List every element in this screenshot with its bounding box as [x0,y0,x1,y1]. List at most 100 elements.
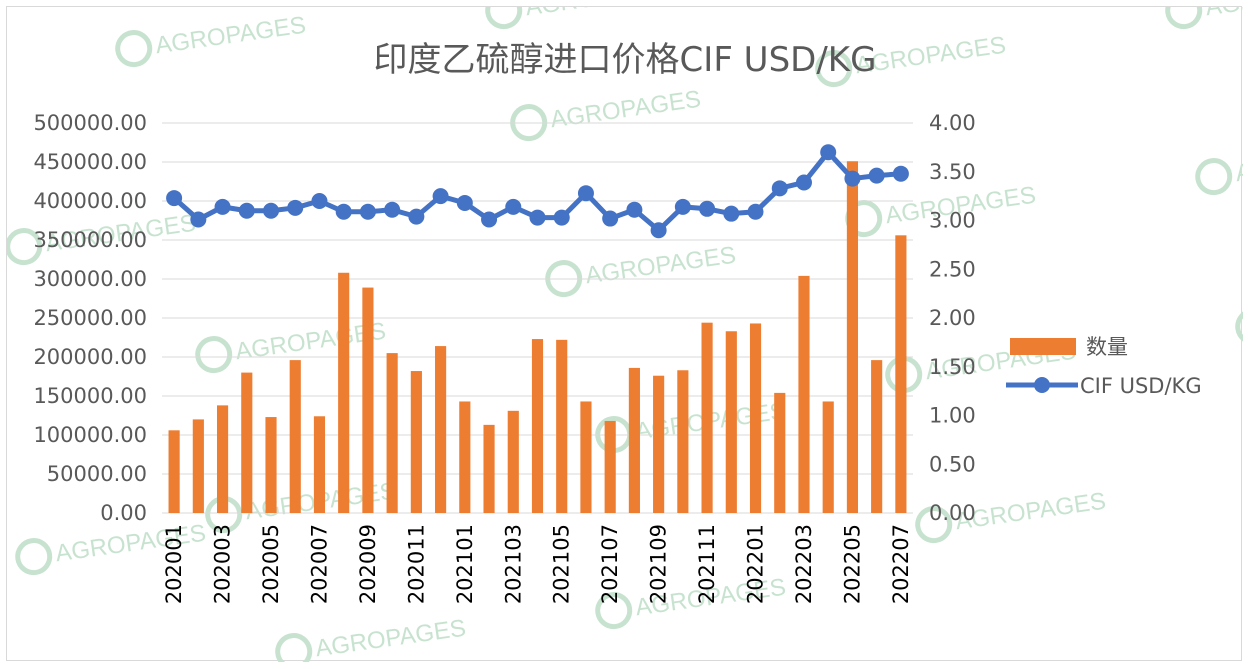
bar [725,331,737,513]
line-point [408,208,425,225]
bar-series [168,161,907,513]
line-point [892,165,909,182]
y-left-tick-label: 100000.00 [33,423,147,447]
bar [822,401,834,513]
watermark-logo [915,506,953,544]
line-point [577,185,594,202]
watermark: AGROPAGES [1195,140,1243,196]
y-right-tick-label: 1.50 [929,355,976,379]
bar [701,322,713,513]
line-point [384,201,401,218]
line-point [456,194,473,211]
watermark: AGROPAGES [545,242,738,298]
legend-label-bar: 数量 [1086,335,1128,359]
watermark-logo [195,336,233,374]
x-tick-label: 202203 [792,524,816,604]
bar [435,346,447,513]
watermark: AGROPAGES [485,7,678,30]
watermark-text: AGROPAGES [524,7,678,21]
y-right-tick-label: 0.00 [929,501,976,525]
watermark-text: AGROPAGES [154,12,308,60]
x-tick-label: 202009 [356,524,380,604]
bar [895,235,907,513]
bar [604,420,616,513]
watermark-logo [1235,308,1243,346]
x-tick-label: 202007 [307,524,331,604]
right-axis-ticks: 0.00 0.50 1.00 1.50 2.00 2.50 3.00 3.50 4.00 [929,111,976,525]
line-point [287,199,304,216]
y-left-tick-label: 0.00 [100,501,147,525]
bar [313,416,326,513]
bar [289,360,301,513]
line-point [674,198,691,215]
line-point [263,202,280,219]
watermark-text: AGROPAGES [549,86,703,134]
line-point [820,144,837,161]
x-tick-label: 202207 [889,524,913,604]
bar [362,287,374,513]
x-tick-label: 202111 [695,524,719,604]
legend-swatch-marker [1034,377,1050,393]
x-tick-label: 202005 [259,524,283,604]
bar [338,272,350,513]
x-tick-label: 202105 [550,524,574,604]
watermark: AGROPAGES [1235,308,1243,346]
x-axis-ticks: 202001 202003 202005 202007 202009 202011 2021… [162,524,913,604]
watermark-text: AGROPAGES [314,615,468,662]
watermark-logo [815,50,853,88]
bar [241,372,253,513]
line-point [505,198,522,215]
line-point [723,205,740,222]
bar [556,339,568,513]
line-point [771,180,788,197]
bar [628,367,640,513]
watermark: AGROPAGES [510,86,703,142]
bar [846,161,859,513]
y-left-tick-label: 250000.00 [33,306,147,330]
y-right-tick-label: 0.50 [929,452,976,476]
line-point [214,198,231,215]
line-point [359,203,376,220]
line-point [481,211,498,228]
x-tick-label: 202101 [453,524,477,604]
watermark-layer: AGROPAGES AGROPAGES AGROPAGES AGROPAGES AGRO… [7,7,1243,662]
line-point [190,211,207,228]
legend-label-line: CIF USD/KG [1080,374,1202,398]
line-point [311,193,328,209]
y-right-tick-label: 2.50 [929,257,976,281]
watermark: AGROPAGES [1165,7,1243,30]
bar [507,410,519,513]
bar [774,392,786,513]
y-right-tick-label: 3.00 [929,209,976,233]
y-right-tick-label: 2.00 [929,306,976,330]
bar [459,401,471,513]
bar [531,339,544,513]
bar [216,405,229,513]
watermark: AGROPAGES [115,12,308,68]
watermark-text: AGROPAGES [1234,140,1243,188]
line-point [626,201,643,218]
watermark-text: AGROPAGES [584,242,738,290]
y-left-tick-label: 350000.00 [33,228,147,252]
watermark-logo [115,30,153,68]
bar [749,323,762,513]
line-point [335,203,352,220]
watermark-logo [1165,7,1203,30]
watermark-logo [1195,158,1233,196]
line-point [602,210,619,227]
line-point [868,167,885,184]
y-left-tick-label: 400000.00 [33,189,147,213]
legend-swatch-bar [1010,338,1076,355]
bar [871,360,883,513]
line-point [844,170,861,187]
watermark-logo [15,538,53,576]
line-point [747,203,764,220]
line-point [650,222,667,239]
watermark-logo [510,104,548,142]
bar [483,424,495,513]
x-tick-label: 202001 [162,524,186,604]
chart-title: 印度乙硫醇进口价格CIF USD/KG [374,40,877,80]
bar [386,353,398,513]
watermark-text: AGROPAGES [854,32,1008,80]
line-point [699,200,716,217]
